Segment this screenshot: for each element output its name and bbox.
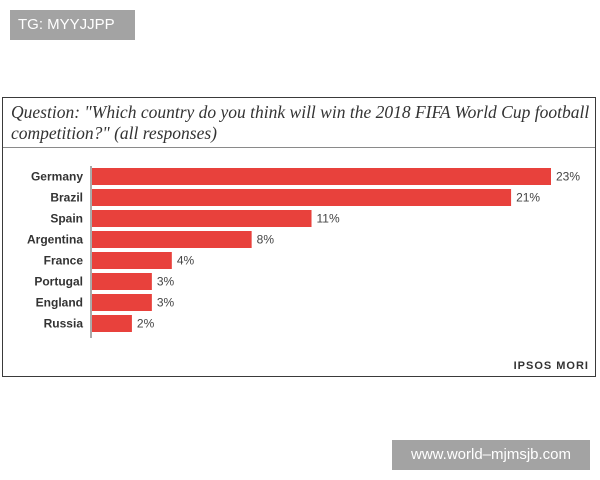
title-divider [3,147,595,148]
value-label: 21% [516,191,540,205]
category-label: Argentina [27,233,83,247]
source-label: IPSOS MORI [513,360,589,372]
chart-title: Question: "Which country do you think wi… [11,102,590,143]
bar-france [92,252,172,269]
category-label: France [44,254,84,268]
category-label: Germany [31,170,83,184]
chart-card: Question: "Which country do you think wi… [2,97,596,377]
bar-chart: Germany 23% Brazil 21% Spain 11% Argentina 8% Fr… [27,166,580,338]
bar-argentina [92,231,252,248]
category-label: Russia [44,317,84,331]
watermark-bottom: www.world–mjmsjb.com [392,440,590,470]
bar-germany [92,168,551,185]
category-label: Spain [50,212,83,226]
bar-russia [92,315,132,332]
value-label: 4% [177,254,195,268]
watermark-top: TG: MYYJJPP [10,10,135,40]
value-label: 8% [257,233,275,247]
value-label: 2% [137,317,155,331]
category-label: England [36,296,83,310]
value-label: 3% [157,275,175,289]
bar-brazil [92,189,512,206]
value-label: 3% [157,296,175,310]
category-label: Portugal [34,275,83,289]
bar-england [92,294,152,311]
category-label: Brazil [50,191,83,205]
bar-portugal [92,273,152,290]
value-label: 11% [317,212,340,226]
value-label: 23% [556,170,580,184]
bar-spain [92,210,312,227]
